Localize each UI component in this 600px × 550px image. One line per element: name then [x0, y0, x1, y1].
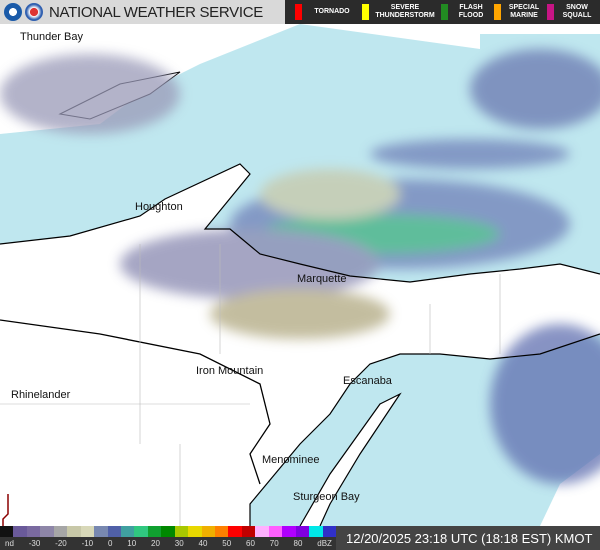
scale-tick: 50: [222, 539, 232, 548]
scale-swatch: [322, 526, 336, 537]
scale-swatch: [134, 526, 148, 537]
scale-swatch: [188, 526, 202, 537]
scale-swatch: [228, 526, 242, 537]
scale-tick: 0: [107, 539, 113, 548]
city-label: Menominee: [262, 454, 320, 466]
warning-item: SEVERE THUNDERSTORM: [362, 4, 435, 20]
warning-swatch: [441, 4, 448, 20]
scale-swatch: [309, 526, 323, 537]
site-title: NATIONAL WEATHER SERVICE: [49, 3, 263, 21]
scale-tick: 60: [246, 539, 255, 548]
scale-swatch: [295, 526, 310, 537]
city-label: Thunder Bay: [20, 31, 83, 43]
dbz-legend: nd -30 -20 -10 0 10 20 30 40 50 60 70 80 dBZ: [0, 526, 336, 550]
city-label: Escanaba: [343, 375, 392, 387]
scale-swatch: [53, 526, 68, 537]
warning-item: SPECIAL MARINE: [494, 4, 541, 20]
scale-swatch: [0, 526, 14, 537]
scale-swatch: [282, 526, 296, 537]
noaa-logo: [4, 3, 22, 21]
city-label: Sturgeon Bay: [293, 491, 360, 503]
scale-tick: 20: [151, 539, 160, 548]
scale-swatch: [147, 526, 162, 537]
warning-swatch: [295, 4, 302, 20]
borders: [0, 163, 600, 526]
scale-swatch: [241, 526, 256, 537]
warning-label: SPECIAL MARINE: [508, 4, 540, 19]
warning-swatch: [547, 4, 554, 20]
warning-label: SEVERE THUNDERSTORM: [375, 4, 435, 19]
ontario-land: [0, 24, 600, 134]
scale-tick: 40: [198, 539, 208, 548]
scale-swatch: [255, 526, 269, 537]
door-peninsula: [300, 394, 400, 526]
warning-item: FLASH FLOOD: [441, 4, 488, 20]
scale-swatch: [13, 526, 27, 537]
scale-swatch: [215, 526, 229, 537]
scale-swatch: [120, 526, 135, 537]
city-label: Iron Mountain: [196, 365, 264, 377]
scale-swatch: [174, 526, 189, 537]
warning-label: TORNADO: [314, 8, 350, 15]
scale-tick: -30: [28, 539, 41, 548]
warning-swatch: [494, 4, 501, 20]
warning-label: FLASH FLOOD: [458, 4, 484, 19]
dbz-ticks: nd -30 -20 -10 0 10 20 30 40 50 60 70 80 dBZ: [0, 537, 336, 548]
scale-swatch: [161, 526, 175, 537]
warning-item: SNOW SQUALL: [547, 4, 594, 20]
warning-legend: TORNADO SEVERE THUNDERSTORM FLASH FLOOD SPE…: [285, 0, 600, 24]
warning-swatch: [362, 4, 369, 20]
radar-map[interactable]: Thunder Bay Houghton Marquette Iron Moun…: [0, 24, 600, 526]
scale-swatch: [80, 526, 95, 537]
county-lines: [0, 244, 501, 526]
radar-echoes: [0, 49, 600, 484]
warning-label: SNOW SQUALL: [562, 4, 592, 19]
nws-logo: [25, 3, 43, 21]
timestamp: 12/20/2025 23:18 UTC (18:18 EST) KMOT: [336, 526, 600, 550]
warning-item: TORNADO: [295, 4, 356, 20]
city-label: Rhinelander: [11, 389, 71, 401]
scale-swatch: [107, 526, 121, 537]
scale-swatch: [26, 526, 41, 537]
scale-tick: dBZ: [317, 539, 332, 548]
river: [2, 494, 9, 526]
scale-swatch: [94, 526, 108, 537]
dbz-color-scale: [0, 526, 336, 537]
brand: NATIONAL WEATHER SERVICE: [0, 0, 285, 24]
city-label: Houghton: [135, 201, 183, 213]
scale-tick: 70: [269, 539, 279, 548]
scale-swatch: [67, 526, 81, 537]
scale-tick: -10: [81, 539, 94, 548]
footer: nd -30 -20 -10 0 10 20 30 40 50 60 70 80 dBZ 12/20/20…: [0, 526, 600, 550]
scale-tick: 10: [127, 539, 137, 548]
scale-tick: 30: [174, 539, 184, 548]
header: NATIONAL WEATHER SERVICE TORNADO SEVERE T…: [0, 0, 600, 24]
scale-swatch: [201, 526, 215, 537]
scale-tick: -20: [55, 539, 67, 548]
map-canvas: [0, 24, 600, 526]
scale-tick: 80: [293, 539, 303, 548]
scale-tick: nd: [5, 539, 14, 548]
city-label: Marquette: [297, 273, 347, 285]
scale-swatch: [40, 526, 54, 537]
scale-swatch: [268, 526, 283, 537]
